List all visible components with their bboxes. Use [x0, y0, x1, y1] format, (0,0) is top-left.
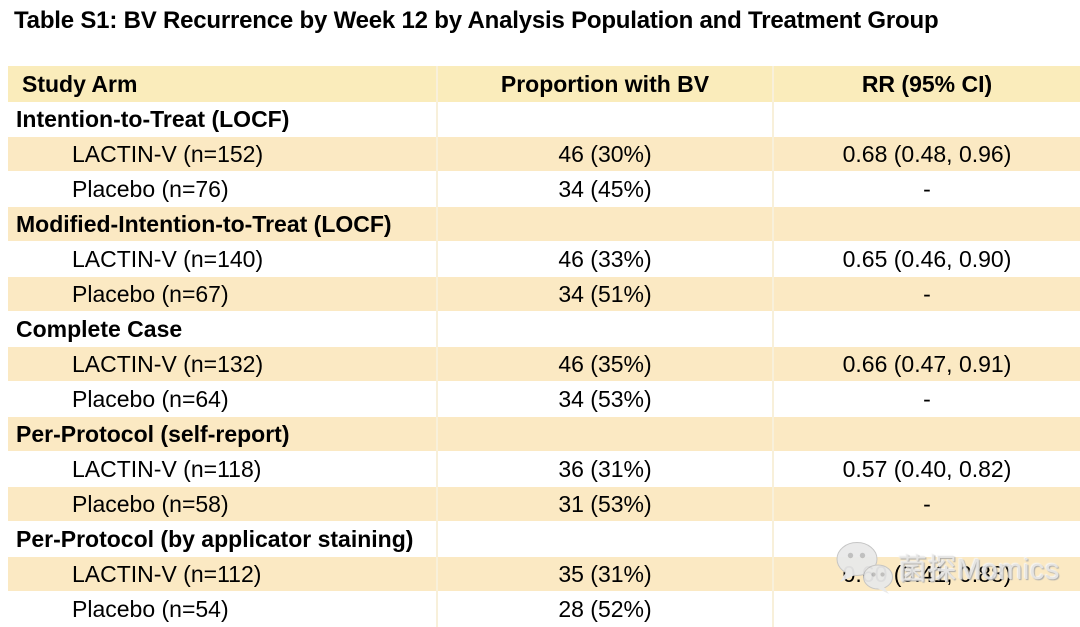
- table-row: LACTIN-V (n=140) 46 (33%) 0.65 (0.46, 0.…: [8, 241, 1080, 277]
- table-row: Placebo (n=76) 34 (45%) -: [8, 171, 1080, 207]
- bv-recurrence-table: Study Arm Proportion with BV RR (95% CI)…: [8, 66, 1080, 627]
- column-header-rr: RR (95% CI): [772, 66, 1080, 102]
- proportion-cell: [436, 416, 773, 452]
- table-row: LACTIN-V (n=132) 46 (35%) 0.66 (0.47, 0.…: [8, 346, 1080, 382]
- table-row: Placebo (n=64) 34 (53%) -: [8, 381, 1080, 417]
- study-arm-cell: LACTIN-V (n=132): [8, 346, 437, 382]
- table-row-section-complete-case: Complete Case: [8, 311, 1080, 347]
- proportion-cell: 34 (53%): [436, 381, 773, 417]
- rr-cell: [772, 591, 1080, 627]
- proportion-cell: [436, 311, 773, 347]
- study-arm-cell: Per-Protocol (by applicator staining): [8, 521, 437, 557]
- study-arm-cell: LACTIN-V (n=152): [8, 136, 437, 172]
- proportion-cell: 35 (31%): [436, 556, 773, 592]
- rr-cell: -: [772, 486, 1080, 522]
- study-arm-cell: LACTIN-V (n=112): [8, 556, 437, 592]
- proportion-cell: 46 (33%): [436, 241, 773, 277]
- study-arm-cell: Modified-Intention-to-Treat (LOCF): [8, 206, 437, 242]
- proportion-cell: [436, 102, 773, 137]
- study-arm-cell: Intention-to-Treat (LOCF): [8, 102, 437, 137]
- study-arm-cell: Per-Protocol (self-report): [8, 416, 437, 452]
- study-arm-cell: Complete Case: [8, 311, 437, 347]
- rr-cell: 0.68 (0.48, 0.96): [772, 136, 1080, 172]
- study-arm-cell: Placebo (n=64): [8, 381, 437, 417]
- study-arm-cell: Placebo (n=76): [8, 171, 437, 207]
- table-row: LACTIN-V (n=112) 35 (31%) 0.60 (0.41, 0.…: [8, 556, 1080, 592]
- rr-cell: [772, 102, 1080, 137]
- rr-cell: -: [772, 171, 1080, 207]
- table-row: LACTIN-V (n=152) 46 (30%) 0.68 (0.48, 0.…: [8, 136, 1080, 172]
- column-header-study-arm: Study Arm: [8, 66, 437, 102]
- section-label: Modified-Intention-to-Treat (LOCF): [16, 211, 392, 237]
- rr-cell: [772, 521, 1080, 557]
- study-arm-cell: Placebo (n=58): [8, 486, 437, 522]
- table-row: Placebo (n=58) 31 (53%) -: [8, 486, 1080, 522]
- table-row-section-itt: Intention-to-Treat (LOCF): [8, 102, 1080, 137]
- rr-cell: [772, 311, 1080, 347]
- table-row: LACTIN-V (n=118) 36 (31%) 0.57 (0.40, 0.…: [8, 451, 1080, 487]
- proportion-cell: 34 (51%): [436, 276, 773, 312]
- proportion-cell: 46 (35%): [436, 346, 773, 382]
- table-row-section-pp-applicator: Per-Protocol (by applicator staining): [8, 521, 1080, 557]
- section-label: Per-Protocol (by applicator staining): [16, 526, 414, 552]
- proportion-cell: 31 (53%): [436, 486, 773, 522]
- rr-cell: -: [772, 381, 1080, 417]
- section-label: Per-Protocol (self-report): [16, 421, 290, 447]
- table-row-section-pp-self-report: Per-Protocol (self-report): [8, 416, 1080, 452]
- study-arm-cell: LACTIN-V (n=118): [8, 451, 437, 487]
- study-arm-cell: LACTIN-V (n=140): [8, 241, 437, 277]
- table-row: Placebo (n=67) 34 (51%) -: [8, 276, 1080, 312]
- study-arm-cell: Placebo (n=67): [8, 276, 437, 312]
- rr-cell: [772, 416, 1080, 452]
- table-header-row: Study Arm Proportion with BV RR (95% CI): [8, 66, 1080, 102]
- section-label: Complete Case: [16, 316, 183, 342]
- table-row: Placebo (n=54) 28 (52%): [8, 591, 1080, 627]
- section-label: Intention-to-Treat (LOCF): [16, 106, 290, 132]
- rr-cell: 0.60 (0.41, 0.88): [772, 556, 1080, 592]
- proportion-cell: [436, 521, 773, 557]
- page-title: Table S1: BV Recurrence by Week 12 by An…: [14, 7, 939, 34]
- proportion-cell: 28 (52%): [436, 591, 773, 627]
- proportion-cell: 34 (45%): [436, 171, 773, 207]
- proportion-cell: 46 (30%): [436, 136, 773, 172]
- study-arm-cell: Placebo (n=54): [8, 591, 437, 627]
- proportion-cell: [436, 206, 773, 242]
- rr-cell: [772, 206, 1080, 242]
- rr-cell: 0.66 (0.47, 0.91): [772, 346, 1080, 382]
- rr-cell: -: [772, 276, 1080, 312]
- rr-cell: 0.57 (0.40, 0.82): [772, 451, 1080, 487]
- rr-cell: 0.65 (0.46, 0.90): [772, 241, 1080, 277]
- table-row-section-mitt: Modified-Intention-to-Treat (LOCF): [8, 206, 1080, 242]
- proportion-cell: 36 (31%): [436, 451, 773, 487]
- column-header-proportion: Proportion with BV: [436, 66, 773, 102]
